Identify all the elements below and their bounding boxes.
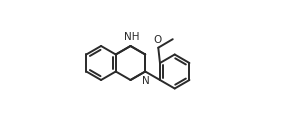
Text: O: O: [154, 35, 162, 45]
Text: N: N: [142, 76, 150, 86]
Text: NH: NH: [124, 32, 139, 42]
